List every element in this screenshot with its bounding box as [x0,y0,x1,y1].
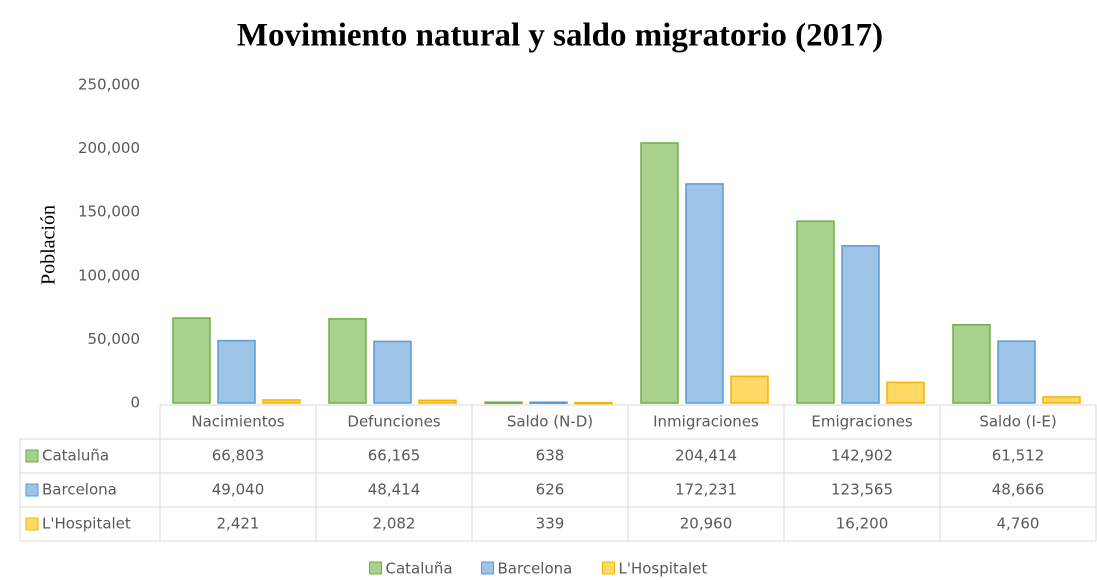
y-tick-label: 50,000 [88,330,141,348]
y-tick-label: 100,000 [78,266,140,284]
chart-title: Movimiento natural y saldo migratorio (2… [237,18,883,54]
table-cell: 48,666 [992,481,1045,499]
bar [640,142,679,404]
bar [217,339,256,404]
bar [574,401,613,405]
table-cell: 123,565 [831,481,893,499]
y-tick-label: 200,000 [78,139,140,157]
bar [685,183,724,404]
legend-key [25,483,39,497]
bar [796,220,835,404]
bar [484,401,523,404]
x-tick-label: Emigraciones [811,413,912,431]
bar [328,318,367,404]
bar [172,317,211,404]
bar [730,375,769,404]
table-cell: 66,165 [368,447,421,465]
table-cell: 4,760 [997,515,1040,533]
bar [1042,396,1081,404]
table-cell: 48,414 [368,481,421,499]
legend-key [602,561,615,575]
bar [997,340,1036,404]
x-tick-label: Saldo (I-E) [979,413,1056,431]
x-tick-label: Nacimientos [191,413,284,431]
y-tick-label: 0 [130,394,140,412]
table-cell: 339 [536,515,565,533]
table-cell: 2,082 [373,515,416,533]
legend-key [25,449,39,463]
table-cell: 626 [536,481,565,499]
bar [886,381,925,404]
table-cell: 204,414 [675,447,737,465]
legend-label: Cataluña [386,560,453,578]
table-cell: 61,512 [992,447,1045,465]
table-series-name: Barcelona [42,481,117,499]
x-tick-label: Saldo (N-D) [507,413,593,431]
y-axis-label: Población [38,205,60,285]
bar [952,324,991,404]
legend-key [481,561,494,575]
legend-label: L'Hospitalet [619,560,708,578]
x-tick-label: Inmigraciones [653,413,759,431]
y-tick-label: 150,000 [78,203,140,221]
x-tick-label: Defunciones [347,413,440,431]
legend-label: Barcelona [498,560,573,578]
table-cell: 49,040 [212,481,265,499]
table-cell: 172,231 [675,481,737,499]
legend-key [25,517,39,531]
table-series-name: L'Hospitalet [42,515,131,533]
table-cell: 20,960 [680,515,733,533]
table-cell: 2,421 [217,515,260,533]
bar [373,340,412,404]
table-cell: 16,200 [836,515,889,533]
bar [418,399,457,404]
bar [841,245,880,404]
legend-key [369,561,382,575]
table-cell: 142,902 [831,447,893,465]
bar [262,399,301,404]
table-cell: 66,803 [212,447,265,465]
y-tick-label: 250,000 [78,76,140,94]
table-series-name: Cataluña [42,447,109,465]
table-cell: 638 [536,447,565,465]
bar [529,401,568,404]
